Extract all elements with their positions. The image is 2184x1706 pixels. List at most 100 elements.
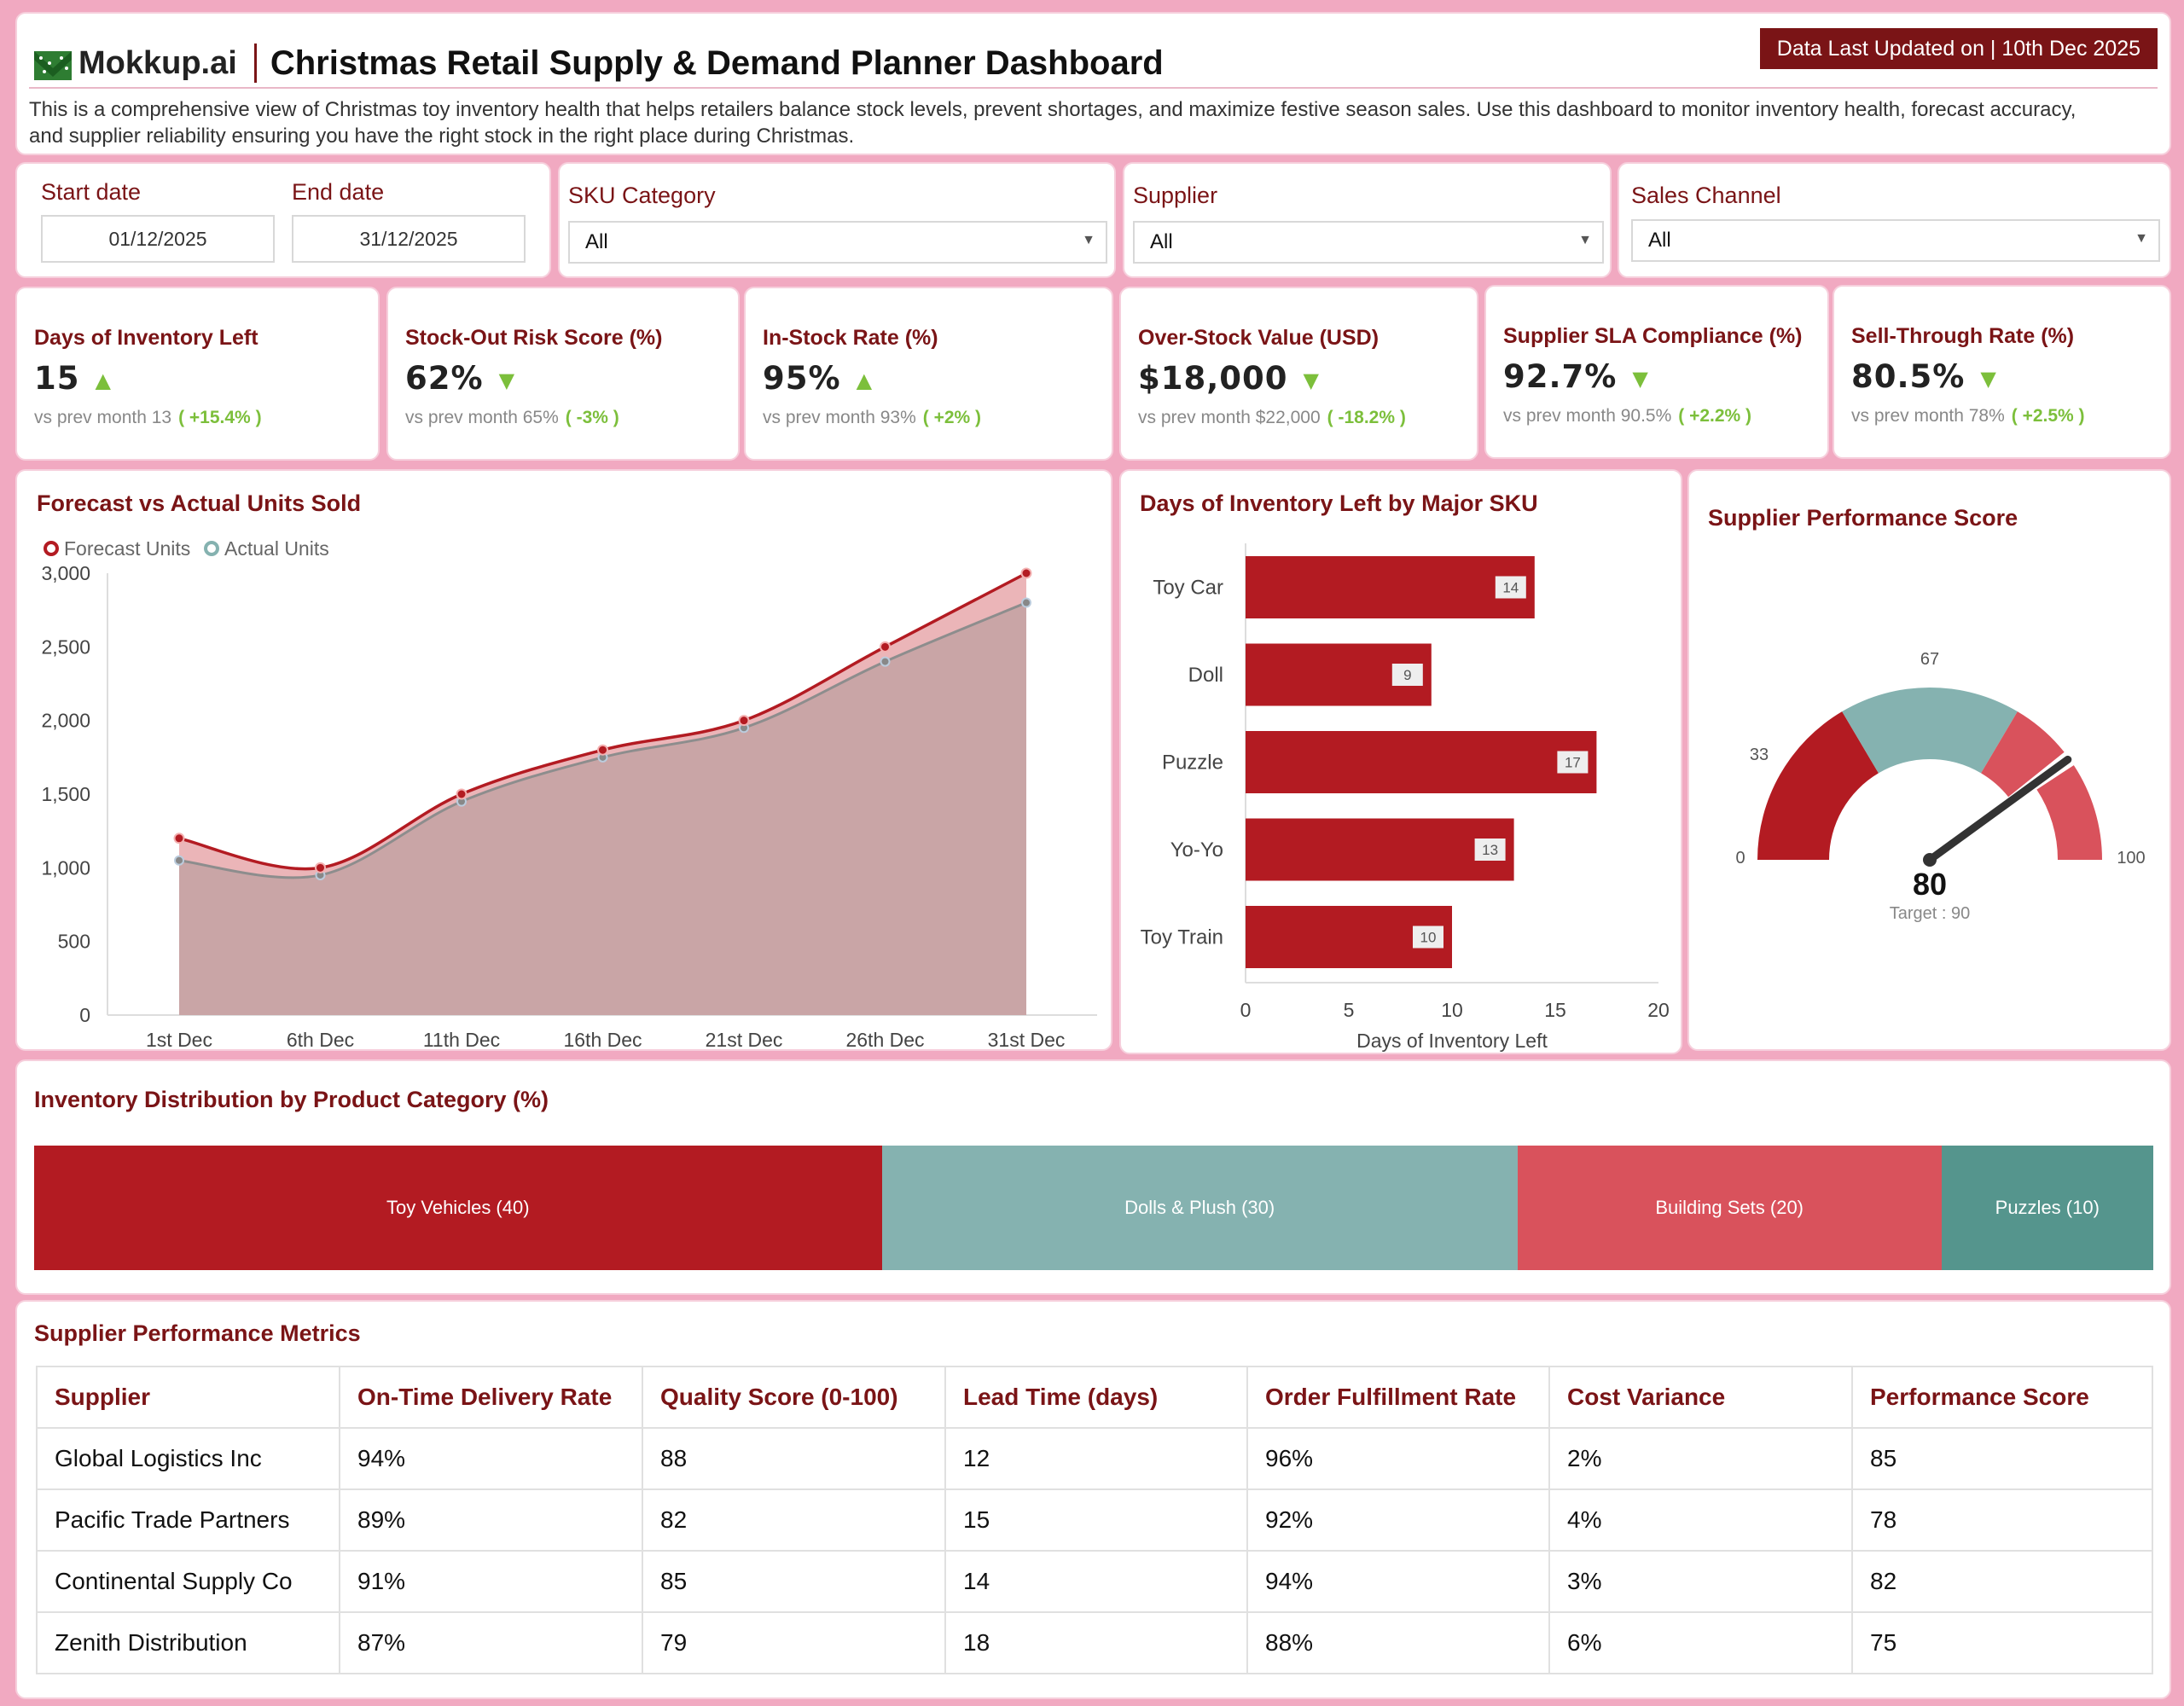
kpi-value: 92.7% ▼ xyxy=(1503,358,1649,395)
gauge-needle xyxy=(1926,755,2072,864)
start-date-input[interactable]: 01/12/2025 xyxy=(41,215,275,263)
x-tick-label: 5 xyxy=(1344,999,1355,1021)
forecast-point xyxy=(597,744,608,756)
column-header[interactable]: Lead Time (days) xyxy=(944,1366,1248,1429)
x-tick-label: 11th Dec xyxy=(423,1029,500,1051)
actual-point xyxy=(880,656,891,667)
gauge-needle-hub xyxy=(1923,853,1937,867)
supplier-score-gauge: 0 33 67 100 80 Target : 90 xyxy=(1735,650,2145,923)
table-cell: 94% xyxy=(339,1427,643,1490)
data-label: 17 xyxy=(1565,755,1581,771)
brand-logo[interactable]: Mokkup.ai Christmas Retail Supply & Dema… xyxy=(32,29,1164,97)
table-cell: Continental Supply Co xyxy=(36,1550,340,1613)
gauge-value: 80 xyxy=(1913,867,1947,902)
trend-down-icon: ▼ xyxy=(498,368,516,392)
table-row[interactable]: Continental Supply Co 91% 85 14 94% 3% 8… xyxy=(36,1550,2153,1613)
data-label: 14 xyxy=(1502,580,1519,596)
treemap-tile[interactable]: Toy Vehicles (40) xyxy=(34,1146,882,1270)
chevron-down-icon: ▼ xyxy=(2135,231,2148,246)
table-row[interactable]: Global Logistics Inc 94% 88 12 96% 2% 85 xyxy=(36,1427,2153,1490)
column-header[interactable]: Performance Score xyxy=(1851,1366,2153,1429)
data-label-bg xyxy=(1413,926,1443,949)
table-cell: 3% xyxy=(1548,1550,1853,1613)
legend-label-forecast: Forecast Units xyxy=(64,537,190,560)
inventory-days-card: Days of Inventory Left by Major SKU Toy … xyxy=(1119,469,1682,1054)
brand-name: Mokkup.ai xyxy=(78,44,237,81)
table-cell: 2% xyxy=(1548,1427,1853,1490)
chart-title: Inventory Distribution by Product Catego… xyxy=(34,1087,549,1112)
table-row[interactable]: Pacific Trade Partners 89% 82 15 92% 4% … xyxy=(36,1488,2153,1552)
table-header-row: Supplier On-Time Delivery Rate Quality S… xyxy=(36,1366,2153,1429)
bar xyxy=(1246,556,1535,618)
table-cell: 82 xyxy=(642,1488,946,1552)
kpi-comparison: vs prev month 65%( -3% ) xyxy=(405,408,619,427)
kpi-comparison: vs prev month $22,000( -18.2% ) xyxy=(1138,408,1406,427)
table-cell: Zenith Distribution xyxy=(36,1611,340,1674)
chart-legend: Forecast Units Actual Units xyxy=(44,537,329,560)
category-label: Toy Car xyxy=(1153,577,1223,600)
table-row[interactable]: Zenith Distribution 87% 79 18 88% 6% 75 xyxy=(36,1611,2153,1674)
treemap-tile[interactable]: Building Sets (20) xyxy=(1517,1146,1942,1270)
supplier-metrics-card: Supplier Performance Metrics Supplier On… xyxy=(15,1300,2171,1699)
kpi-title: Over-Stock Value (USD) xyxy=(1138,326,1380,350)
table-cell: 14 xyxy=(944,1550,1248,1613)
x-tick-label: 26th Dec xyxy=(845,1029,924,1051)
chart-title: Days of Inventory Left by Major SKU xyxy=(1140,490,1538,516)
data-label: 9 xyxy=(1403,667,1411,683)
bar xyxy=(1246,818,1514,881)
data-label-bg xyxy=(1391,664,1423,686)
sku-category-select[interactable]: All ▼ xyxy=(568,221,1107,264)
header-divider xyxy=(253,44,257,83)
sales-channel-label: Sales Channel xyxy=(1631,183,1781,208)
treemap-label: Puzzles (10) xyxy=(1995,1197,2100,1218)
chevron-down-icon: ▼ xyxy=(1082,233,1095,247)
table-cell: 12 xyxy=(944,1427,1248,1490)
treemap-tile[interactable]: Dolls & Plush (30) xyxy=(881,1146,1518,1270)
table-cell: 94% xyxy=(1246,1550,1550,1613)
column-header[interactable]: Quality Score (0-100) xyxy=(642,1366,946,1429)
kpi-card: Days of Inventory Left 15 ▲ vs prev month… xyxy=(15,287,380,461)
bar xyxy=(1246,731,1597,793)
actual-point xyxy=(1021,597,1031,608)
column-header[interactable]: Order Fulfillment Rate xyxy=(1246,1366,1550,1429)
column-header[interactable]: Supplier xyxy=(36,1366,340,1429)
column-header[interactable]: On-Time Delivery Rate xyxy=(339,1366,643,1429)
kpi-card: Stock-Out Risk Score (%) 62% ▼ vs prev mo… xyxy=(386,287,740,461)
forecast-actual-chart: Forecast Units Actual Units 0 500 1,000 1,500… xyxy=(41,537,1097,1051)
forecast-point xyxy=(1020,567,1032,579)
supplier-select[interactable]: All ▼ xyxy=(1133,221,1604,264)
legend-marker-forecast xyxy=(44,541,59,556)
category-label: Toy Train xyxy=(1141,926,1223,949)
sku-category-label: SKU Category xyxy=(568,183,716,208)
table-cell: 75 xyxy=(1851,1611,2153,1674)
kpi-title: Sell-Through Rate (%) xyxy=(1851,324,2075,348)
column-header[interactable]: Cost Variance xyxy=(1548,1366,1853,1429)
treemap-tile[interactable]: Puzzles (10) xyxy=(1941,1146,2153,1270)
gauge-band-label: 33 xyxy=(1750,746,1769,764)
sku-category-value: All xyxy=(585,230,608,253)
kpi-card: In-Stock Rate (%) 95% ▲ vs prev month 93%… xyxy=(744,287,1113,461)
chevron-down-icon: ▼ xyxy=(1578,233,1592,247)
x-tick-label: 20 xyxy=(1647,999,1670,1021)
table-cell: Global Logistics Inc xyxy=(36,1427,340,1490)
table-cell: 6% xyxy=(1548,1611,1853,1674)
header-rule xyxy=(29,87,2158,89)
gauge-band-low xyxy=(1757,711,1879,860)
forecast-point xyxy=(738,715,750,727)
supplier-score-card: Supplier Performance Score 0 33 67 100 80 Tar… xyxy=(1687,469,2171,1051)
y-tick-label: 3,000 xyxy=(41,562,90,584)
sales-channel-select[interactable]: All ▼ xyxy=(1631,219,2160,262)
data-label-bg xyxy=(1557,751,1589,774)
table-cell: 96% xyxy=(1246,1427,1550,1490)
forecast-point xyxy=(173,833,185,844)
treemap-label: Building Sets (20) xyxy=(1655,1197,1804,1218)
end-date-input[interactable]: 31/12/2025 xyxy=(292,215,526,263)
forecast-point xyxy=(315,862,326,873)
supplier-label: Supplier xyxy=(1133,183,1218,208)
kpi-value: $18,000 ▼ xyxy=(1138,360,1320,397)
kpi-comparison: vs prev month 13( +15.4% ) xyxy=(34,408,262,427)
treemap-label: Dolls & Plush (30) xyxy=(1124,1197,1275,1218)
table-cell: 18 xyxy=(944,1611,1248,1674)
trend-down-icon: ▼ xyxy=(1632,366,1649,391)
table-cell: 79 xyxy=(642,1611,946,1674)
